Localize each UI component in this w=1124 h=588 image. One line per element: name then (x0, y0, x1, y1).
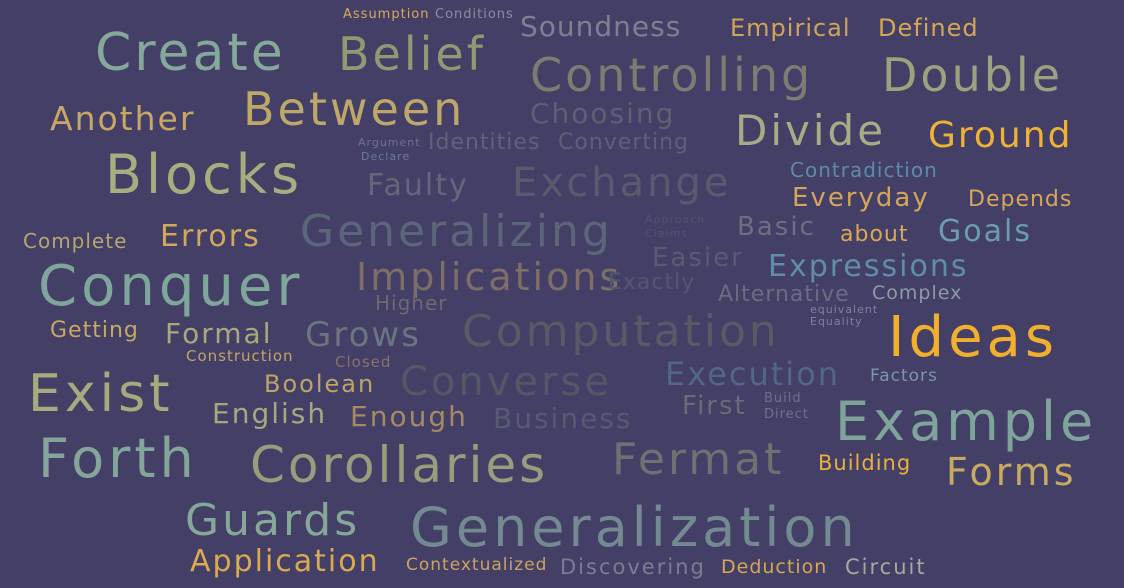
word: Soundness (520, 10, 682, 43)
word: Create (95, 23, 286, 83)
word: Faulty (367, 168, 469, 203)
word: Between (243, 82, 466, 136)
word: Claims (645, 227, 688, 240)
word: Defined (878, 14, 979, 42)
word: Complete (23, 229, 128, 253)
word: Execution (665, 355, 841, 393)
word: Contextualized (406, 555, 548, 575)
word: Identities (428, 130, 541, 155)
word: equivalent (810, 303, 879, 316)
word: Corollaries (250, 436, 549, 494)
word: Easier (652, 243, 744, 273)
word: Fermat (612, 434, 785, 485)
word: Declare (361, 150, 411, 163)
word: Conquer (38, 254, 304, 319)
word: Everyday (792, 183, 930, 213)
word: Another (50, 99, 196, 138)
word: Choosing (530, 97, 676, 130)
word: Implications (356, 255, 623, 299)
word: Conditions (435, 7, 514, 22)
word: Grows (305, 315, 421, 355)
word: Higher (375, 291, 448, 315)
word: Formal (165, 317, 273, 350)
word: Building (818, 451, 912, 475)
word: Construction (186, 347, 294, 365)
word: Computation (462, 306, 780, 357)
word: Closed (335, 353, 392, 371)
word: Exist (28, 364, 174, 424)
word: Ideas (888, 305, 1059, 370)
word: Exactly (608, 270, 696, 295)
word: Empirical (730, 14, 851, 42)
word: Direct (764, 407, 809, 422)
word: Equality (810, 315, 863, 328)
word: Goals (938, 214, 1032, 249)
word: Converting (558, 130, 690, 155)
word: Guards (185, 495, 361, 546)
word: First (682, 391, 747, 421)
word: English (212, 397, 328, 430)
word: Generalizing (300, 206, 613, 257)
word: Double (882, 48, 1063, 102)
word: Divide (735, 106, 887, 155)
word: Build (764, 391, 802, 406)
word: Depends (968, 187, 1073, 212)
word: Forms (946, 450, 1077, 494)
word: Complex (872, 282, 963, 304)
word: Assumption (343, 7, 430, 22)
word: Deduction (721, 556, 828, 578)
word: about (840, 222, 909, 247)
word: Alternative (718, 282, 850, 307)
word: Ground (928, 115, 1073, 156)
word: Discovering (560, 555, 706, 579)
word: Errors (160, 219, 261, 254)
word: Converse (400, 359, 612, 405)
word: Circuit (845, 555, 927, 579)
word: Factors (870, 366, 938, 386)
word: Controlling (530, 48, 814, 102)
word: Boolean (264, 370, 376, 398)
word: Enough (350, 400, 468, 433)
word: Business (493, 402, 633, 435)
word: Basic (737, 212, 816, 242)
word: Application (190, 544, 380, 579)
word: Example (835, 390, 1098, 453)
word: Blocks (105, 143, 304, 206)
word: Contradiction (790, 158, 938, 182)
word: Exchange (512, 160, 732, 206)
word: Expressions (768, 249, 969, 284)
word: Approach (645, 213, 706, 226)
word: Generalization (410, 496, 859, 559)
word: Belief (338, 27, 486, 81)
word: Getting (50, 318, 139, 343)
word: Argument (358, 136, 421, 149)
word: Forth (38, 427, 198, 490)
